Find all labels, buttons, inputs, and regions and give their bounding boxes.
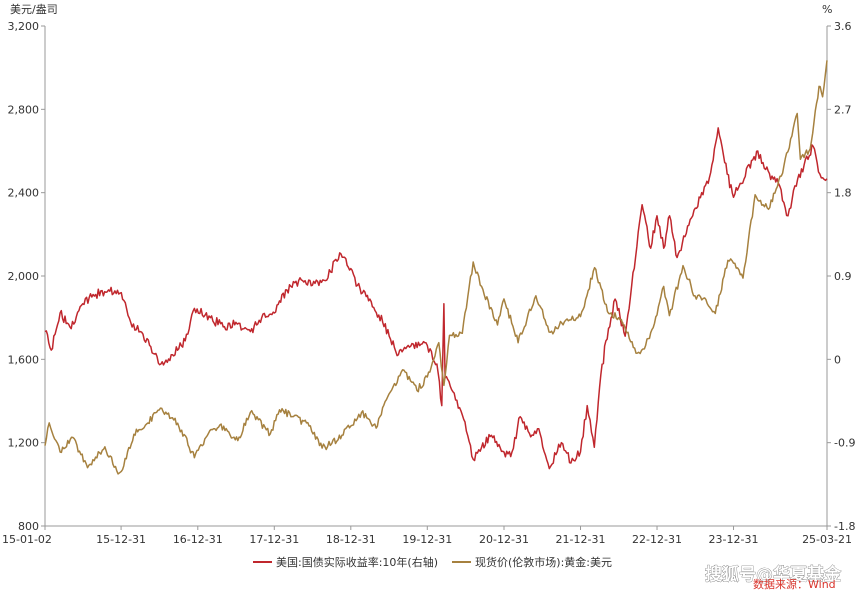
right-tick-label: 0.9 [834,270,852,283]
right-tick-label: -1.8 [834,520,855,533]
left-tick-label: 2,800 [8,103,40,116]
data-source-note: 数据来源：Wind [753,577,836,591]
right-tick-label: 0 [834,353,841,366]
series-lines [44,60,828,475]
x-tick-label: 21-12-31 [556,533,606,546]
series-line-gold-price [44,60,828,475]
x-tick-label: 16-12-31 [173,533,223,546]
left-tick-label: 1,200 [8,437,40,450]
left-tick-label: 1,600 [8,353,40,366]
left-axis-ticks: 3,200 2,800 2,400 2,000 1,600 1,200 800 [8,20,45,533]
left-tick-label: 3,200 [8,20,40,33]
right-tick-label: 3.6 [834,20,852,33]
x-tick-label: 15-01-02 [2,533,52,546]
right-axis-ticks: 3.6 2.7 1.8 0.9 0 -0.9 -1.8 [827,20,855,533]
x-tick-label: 19-12-31 [402,533,452,546]
watermark: 搜狐号@华夏基金 [705,564,842,585]
left-tick-label: 2,000 [8,270,40,283]
x-tick-label: 22-12-31 [632,533,682,546]
x-tick-label: 23-12-31 [709,533,759,546]
legend-label-real-yield: 美国:国债实际收益率:10年(右轴) [276,555,438,569]
legend: 美国:国债实际收益率:10年(右轴) 现货价(伦敦市场):黄金:美元 [253,555,612,569]
left-tick-label: 800 [18,520,39,533]
series-line-real-yield [44,127,828,470]
legend-label-gold: 现货价(伦敦市场):黄金:美元 [475,555,612,569]
right-tick-label: 1.8 [834,187,852,200]
x-tick-label: 18-12-31 [326,533,376,546]
left-axis-unit: 美元/盎司 [10,2,58,16]
left-tick-label: 2,400 [8,187,40,200]
x-tick-label: 20-12-31 [479,533,529,546]
x-axis-ticks: 15-01-02 15-12-31 16-12-31 17-12-31 18-12-31… [2,526,852,546]
right-tick-label: 2.7 [834,103,852,116]
x-tick-label: 17-12-31 [249,533,299,546]
x-tick-label: 25-03-21 [802,533,852,546]
right-tick-label: -0.9 [834,437,855,450]
x-tick-label: 15-12-31 [96,533,146,546]
axes [44,26,828,527]
right-axis-unit: % [822,3,832,16]
